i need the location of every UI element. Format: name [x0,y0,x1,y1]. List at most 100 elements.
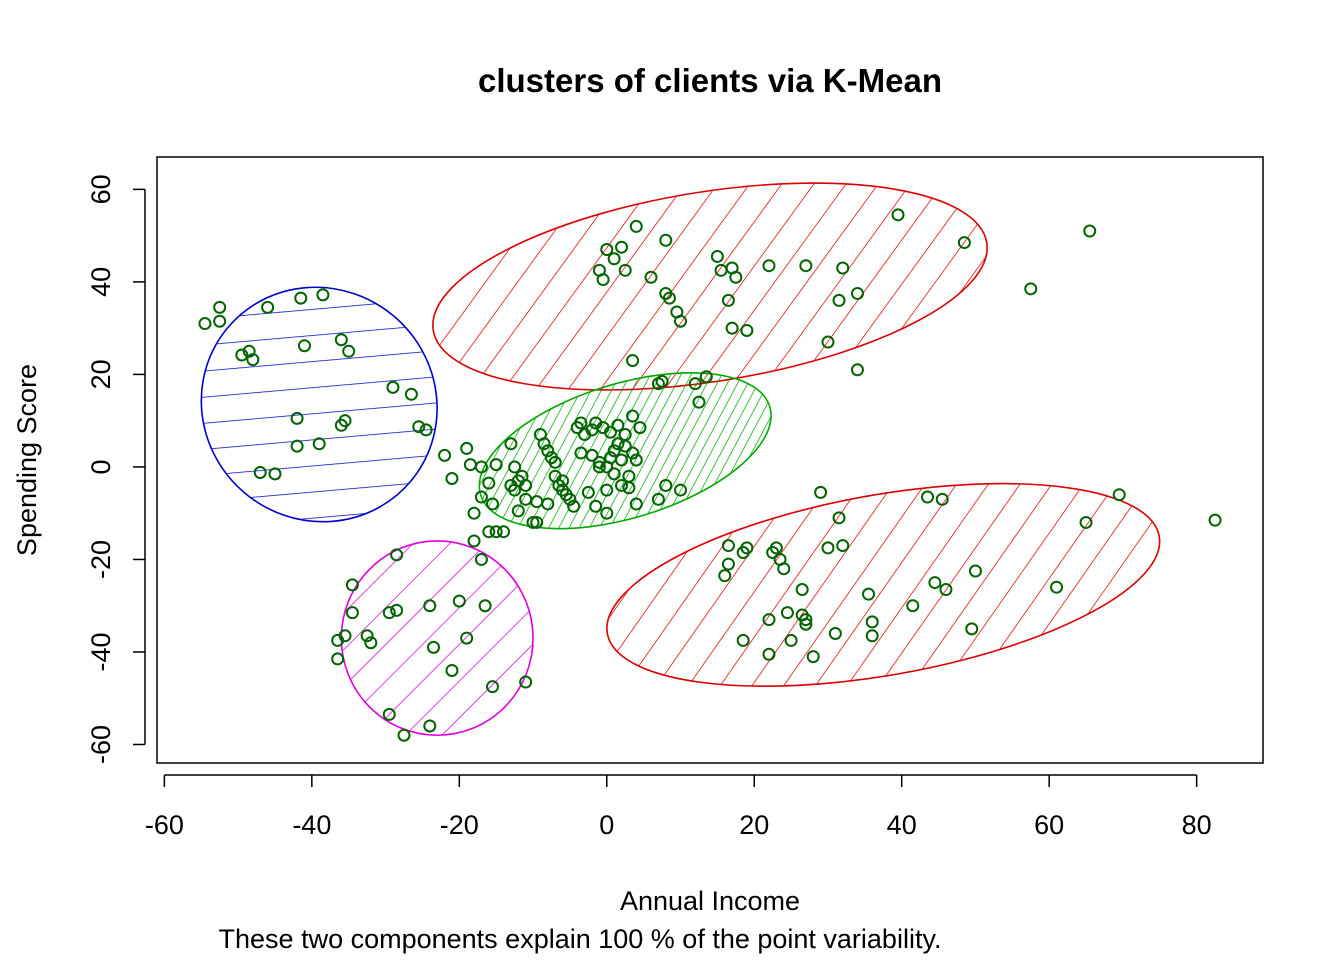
data-point [710,249,724,263]
data-point [574,416,588,430]
data-point [600,506,614,520]
data-point [297,339,311,353]
data-point [489,458,503,472]
data-point [799,613,813,627]
x-axis: -60 -40 -20 0 20 40 60 80 [145,774,1212,840]
data-point [692,395,706,409]
data-point [460,631,474,645]
data-point [607,444,621,458]
data-point [445,472,459,486]
data-point [906,599,920,613]
data-point [342,344,356,358]
data-point [474,460,488,474]
data-point [253,465,267,479]
data-point [246,353,260,367]
data-point [655,374,669,388]
data-point [345,606,359,620]
data-point [382,606,396,620]
data-point [478,599,492,613]
data-point [600,483,614,497]
data-point [334,333,348,347]
data-point [294,291,308,305]
data-point [821,335,835,349]
y-tick-label: 0 [86,459,116,474]
data-point [806,650,820,664]
data-point [965,622,979,636]
data-point [268,467,282,481]
data-point [485,497,499,511]
data-point [1050,580,1064,594]
data-point [795,583,809,597]
data-point [504,437,518,451]
data-point [850,363,864,377]
data-point [519,478,533,492]
data-point [585,448,599,462]
data-point [530,515,544,529]
data-point [419,423,433,437]
data-point [921,490,935,504]
cluster-ellipses [200,182,1161,737]
data-point [474,490,488,504]
data-point [261,300,275,314]
data-point [386,380,400,394]
data-point [316,288,330,302]
data-point [618,439,632,453]
data-point [467,534,481,548]
y-tick-label: 20 [86,359,116,389]
data-point [832,293,846,307]
data-point [390,603,404,617]
data-point [626,446,640,460]
y-axis: -60 -40 -20 0 20 40 60 [86,174,146,764]
data-point [235,348,249,362]
data-point [489,525,503,539]
data-point [541,497,555,511]
data-point [850,286,864,300]
y-tick-label: -20 [86,540,116,579]
data-point [445,663,459,677]
data-point [360,629,374,643]
data-point [935,492,949,506]
data-point [611,418,625,432]
data-point [412,420,426,434]
data-point [541,444,555,458]
data-point [615,240,629,254]
data-point [607,252,621,266]
data-point [213,314,227,328]
data-point [729,270,743,284]
data-point [762,613,776,627]
data-point [600,243,614,257]
data-point [537,437,551,451]
data-point [1083,224,1097,238]
data-point [397,728,411,742]
y-tick-label: -60 [86,725,116,764]
data-point [290,439,304,453]
data-point [1208,513,1222,527]
data-point [836,539,850,553]
cluster-ellipse-4 [340,540,534,737]
data-point [596,273,610,287]
data-point [467,506,481,520]
data-point [740,323,754,337]
data-point [814,485,828,499]
x-axis-label: Annual Income [620,886,800,916]
data-point [290,411,304,425]
x-tick-label: 0 [599,810,614,840]
data-point [780,606,794,620]
data-point [482,525,496,539]
data-point [736,633,750,647]
data-point [862,587,876,601]
x-tick-label: 80 [1182,810,1212,840]
data-point [762,259,776,273]
x-tick-label: -20 [440,810,479,840]
data-point [891,208,905,222]
data-point [799,259,813,273]
data-point [832,511,846,525]
data-point [603,425,617,439]
data-point [799,617,813,631]
data-point [784,633,798,647]
data-point [721,539,735,553]
data-point [821,541,835,555]
data-point [519,675,533,689]
data-points [198,208,1222,742]
y-axis-label: Spending Score [12,364,42,556]
